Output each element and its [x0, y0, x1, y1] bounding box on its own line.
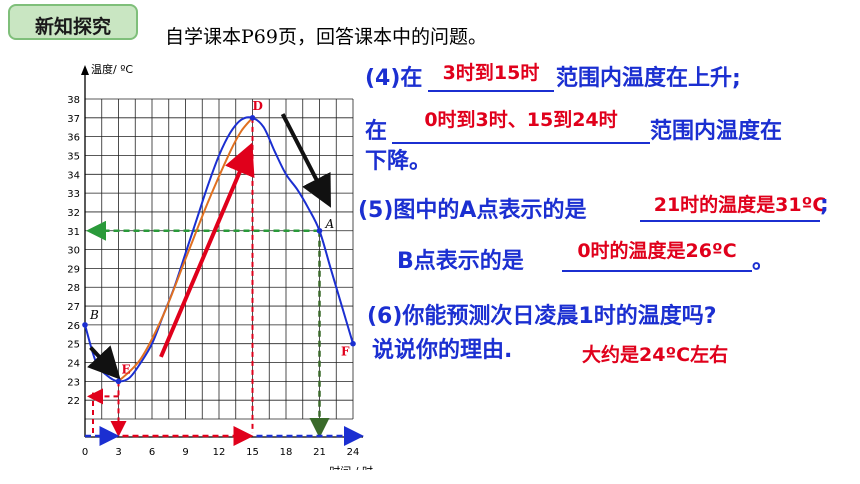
point-label-d: D — [253, 99, 263, 113]
x-tick-label: 3 — [115, 447, 121, 458]
y-axis-label: 温度/ ºC — [91, 62, 133, 76]
trend-arrow-down-2 — [280, 113, 331, 208]
x-tick-label: 12 — [213, 447, 226, 458]
q5b-prefix: B点表示的是 — [397, 249, 524, 274]
chart-grid — [81, 65, 363, 438]
y-tick-label: 32 — [67, 208, 80, 219]
x-tick-label: 9 — [182, 447, 188, 458]
q6-answer: 大约是24ºC左右 — [582, 344, 729, 366]
q4-blank-1 — [428, 90, 554, 92]
q4b-prefix: 在 — [365, 119, 388, 144]
y-tick-label: 22 — [67, 396, 80, 407]
q5-prefix: (5)图中的A点表示的是 — [358, 198, 587, 223]
q4b-line2: 下降。 — [365, 149, 432, 174]
x-tick-label: 15 — [246, 447, 259, 458]
q4b-suffix: 范围内温度在 — [650, 119, 783, 144]
q5-answer-2: 0时的温度是26ºC — [577, 240, 737, 262]
y-tick-label: 34 — [67, 170, 80, 181]
q5-suffix: ; — [820, 192, 829, 217]
section-tag-label: 新知探究 — [34, 16, 111, 38]
point-d — [249, 115, 256, 121]
q5-blank-1 — [640, 220, 820, 222]
point-a — [316, 227, 323, 234]
y-tick-label: 38 — [67, 95, 80, 106]
y-tick-label: 25 — [67, 340, 80, 351]
y-axis-arrow — [81, 65, 89, 75]
point-label-e: E — [122, 362, 131, 376]
y-tick-label: 31 — [67, 227, 80, 238]
y-tick-label: 33 — [67, 189, 80, 200]
y-tick-label: 35 — [67, 151, 80, 162]
y-tick-label: 26 — [67, 321, 80, 332]
y-tick-label: 24 — [67, 359, 80, 370]
point-label-b: B — [89, 308, 99, 322]
y-tick-label: 23 — [67, 377, 80, 388]
y-tick-label: 29 — [67, 264, 80, 275]
q4-suffix: 范围内温度在上升; — [556, 66, 741, 91]
q4-blank-2 — [392, 142, 650, 144]
q4-prefix: (4)在 — [365, 66, 423, 91]
x-tick-label: 18 — [280, 447, 293, 458]
y-tick-label: 37 — [67, 114, 80, 125]
point-b — [82, 322, 88, 328]
q5-blank-2 — [562, 270, 752, 272]
q6-line2: 说说你的理由. — [372, 338, 513, 363]
point-label-a: A — [325, 217, 335, 231]
chart-guides — [85, 117, 364, 446]
point-e — [115, 378, 122, 385]
temperature-series-0 — [84, 116, 354, 383]
chart-lines — [84, 113, 354, 383]
y-tick-label: 30 — [67, 246, 80, 257]
trend-arrow-down-1 — [87, 345, 121, 380]
q6-line1: (6)你能预测次日凌晨1时的温度吗? — [367, 304, 717, 329]
section-tag: 新知探究 — [8, 4, 138, 40]
temperature-chart: 22 23 24 25 26 27 28 29 30 31 32 33 34 35 36 37 38 0 3 6 9 12… — [20, 55, 420, 478]
q5b-suffix: 。 — [752, 249, 775, 274]
instruction-text: 自学课本P69页，回答课本中的问题。 — [165, 26, 487, 48]
x-tick-label: 0 — [82, 447, 88, 458]
x-axis-label: 时间 / 时 — [329, 465, 373, 470]
point-f — [350, 340, 356, 347]
y-tick-label: 28 — [67, 283, 80, 294]
q4-answer-2: 0时到3时、15到24时 — [424, 109, 618, 131]
temperature-series-1 — [117, 117, 254, 383]
y-tick-label: 36 — [67, 133, 80, 144]
trend-arrow-up — [159, 142, 255, 358]
point-label-f: F — [341, 345, 350, 359]
x-tick-label: 6 — [149, 447, 155, 458]
q5-answer-1: 21时的温度是31ºC — [653, 194, 827, 216]
x-tick-label: 21 — [313, 447, 326, 458]
y-tick-label: 27 — [67, 302, 80, 313]
x-tick-label: 24 — [347, 447, 360, 458]
q4-answer-1: 3时到15时 — [442, 62, 540, 84]
